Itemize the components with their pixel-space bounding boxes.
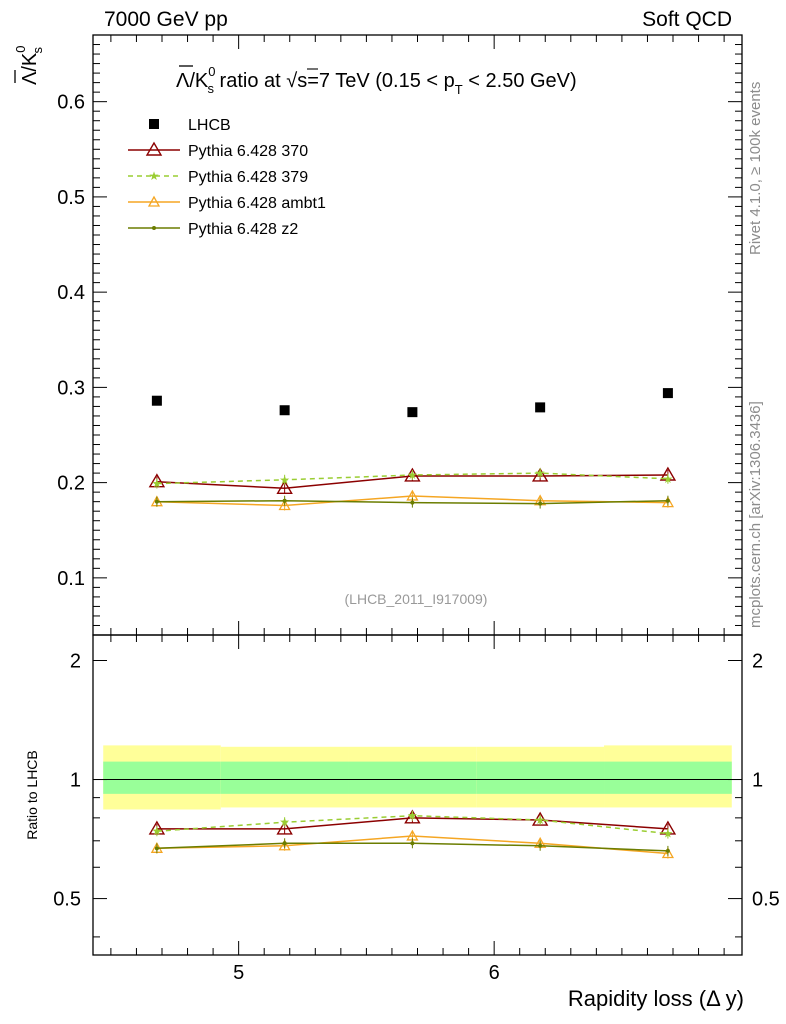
header-left-label: 7000 GeV pp <box>104 8 228 31</box>
y-tick-label: 0.3 <box>57 377 85 399</box>
ratio-point: ★ <box>279 815 290 829</box>
mc-series-lines: ★ ★ ★ ★ ★ <box>148 466 677 511</box>
reference-point <box>662 388 673 399</box>
data-point <box>661 496 675 508</box>
analysis-id-label: (LHCB_2011_I917009) <box>345 591 488 607</box>
main-panel: 0.1 0.2 0.3 0.4 0.5 0.6 ★ ★ ★ ★ ★ Λ/K0 s ratio at … <box>13 34 743 636</box>
ratio-y-tick-label: 1 <box>70 770 81 792</box>
ratio-point <box>665 848 670 853</box>
main-y-ticks: 0.1 0.2 0.3 0.4 0.5 0.6 <box>57 44 742 636</box>
reference-point <box>151 395 162 406</box>
ratio-point <box>282 841 287 846</box>
y-tick-label: 0.4 <box>57 282 85 304</box>
ratio-point: ★ <box>407 809 418 823</box>
x-tick-label: 5 <box>233 962 244 984</box>
header-right-label: Soft QCD <box>642 8 732 31</box>
mcplots-source-label: mcplots.cern.ch [arXiv:1306.3436] <box>747 401 764 628</box>
reference-point <box>279 405 290 416</box>
data-point <box>154 499 159 504</box>
ratio-series-lines: ★ ★ ★ ★ ★ <box>148 809 677 859</box>
ratio-y-tick-label-right: 0.5 <box>752 889 780 911</box>
ratio-point <box>404 809 421 824</box>
y-tick-label: 0.2 <box>57 473 85 495</box>
stat-uncertainty-band <box>476 761 605 794</box>
stat-uncertainty-band <box>220 761 349 794</box>
y-tick-label: 0.1 <box>57 568 85 590</box>
legend-marker <box>145 141 163 156</box>
x-tick-label: 6 <box>489 962 500 984</box>
ratio-uncertainty-bands <box>93 745 742 810</box>
ratio-point <box>276 820 293 835</box>
stat-uncertainty-band <box>604 761 732 794</box>
data-point: ★ <box>279 473 290 487</box>
legend-label: Pythia 6.428 ambt1 <box>188 195 326 212</box>
ratio-point <box>278 839 291 851</box>
ratio-y-axis-label: Ratio to LHCB <box>24 750 40 839</box>
reference-point <box>535 402 546 413</box>
reference-point <box>407 407 418 418</box>
ratio-point <box>538 843 543 848</box>
legend-label: Pythia 6.428 370 <box>188 143 308 160</box>
data-point: ★ <box>535 466 546 480</box>
legend-marker <box>147 195 161 207</box>
y-axis-label: Λ/K0 s <box>13 46 45 86</box>
ratio-y-tick-label-right: 2 <box>752 650 763 672</box>
data-point <box>538 501 543 506</box>
data-point: ★ <box>151 477 162 491</box>
rivet-version-label: Rivet 4.1.0, ≥ 100k events <box>747 82 764 255</box>
ratio-point <box>410 841 415 846</box>
y-tick-label: 0.6 <box>57 92 85 114</box>
data-point: ★ <box>663 472 674 486</box>
svg-text:Λ/K0s: Λ/K0 s <box>13 46 45 86</box>
reference-markers <box>151 388 673 418</box>
ratio-y-tick-label: 0.5 <box>53 889 81 911</box>
y-tick-label: 0.5 <box>57 187 85 209</box>
legend-label: Pythia 6.428 379 <box>188 169 308 186</box>
main-x-ticks <box>110 35 725 635</box>
ratio-point: ★ <box>151 824 162 838</box>
ratio-point: ★ <box>535 813 546 827</box>
legend-marker <box>152 226 156 230</box>
data-point <box>531 467 549 482</box>
legend-marker: ★ <box>149 169 160 183</box>
data-point <box>282 498 287 503</box>
legend-label: LHCB <box>188 117 231 134</box>
data-point <box>278 499 291 511</box>
stat-uncertainty-band <box>103 761 221 794</box>
ratio-y-tick-label: 2 <box>70 650 81 672</box>
data-point <box>665 498 670 503</box>
ratio-point <box>661 847 675 859</box>
legend-label: Pythia 6.428 z2 <box>188 221 298 238</box>
stat-uncertainty-band <box>348 761 477 794</box>
data-point <box>276 479 293 495</box>
ratio-point <box>154 846 159 851</box>
ratio-y-tick-label-right: 1 <box>752 770 763 792</box>
ratio-y-ticks: 0.5 0.5 1 1 2 2 <box>53 650 780 938</box>
ratio-point: ★ <box>663 827 674 841</box>
x-axis-label: Rapidity loss (Δ y) <box>568 986 744 1011</box>
legend-marker <box>149 119 159 129</box>
data-point: ★ <box>407 468 418 482</box>
chart-title: Λ/K0 s ratio at √s=7 TeV (0.15 < pT < 2.5… <box>176 64 577 97</box>
data-point <box>410 500 415 505</box>
legend: LHCB Pythia 6.428 370 ★ Pythia 6.428 379 Pyt… <box>128 117 326 238</box>
